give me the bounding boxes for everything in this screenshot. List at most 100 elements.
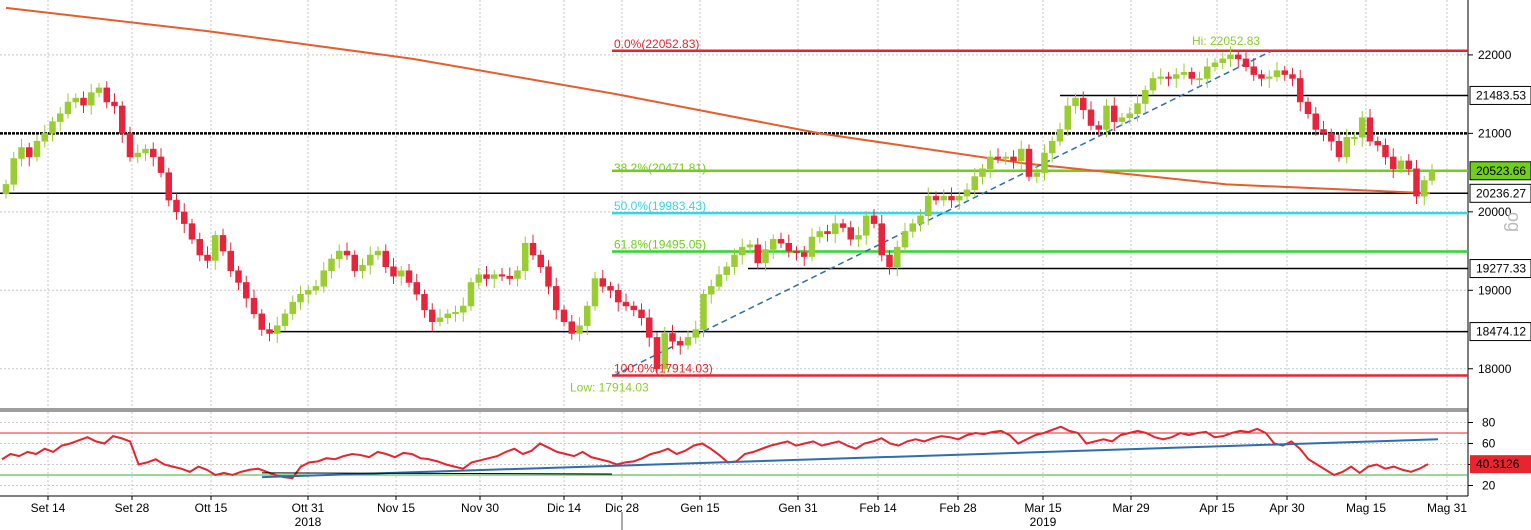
trendline-layer bbox=[613, 50, 1273, 377]
candle-body bbox=[1111, 105, 1118, 122]
candle-body bbox=[119, 105, 126, 134]
candle-body bbox=[878, 223, 885, 256]
y-tick-label: 19000 bbox=[1478, 283, 1512, 297]
candle-body bbox=[568, 321, 575, 334]
candle-body bbox=[653, 337, 661, 370]
candle-body bbox=[1382, 144, 1389, 158]
side-label: og bbox=[1504, 212, 1524, 232]
candle-body bbox=[1173, 74, 1180, 79]
candle-body bbox=[1281, 70, 1288, 75]
fib-label: 38.2%(20471.81) bbox=[614, 161, 706, 175]
candle-body bbox=[615, 290, 622, 303]
candle-body bbox=[181, 211, 188, 224]
fib-label: 0.0%(22052.83) bbox=[614, 37, 699, 51]
candle-body bbox=[57, 113, 64, 122]
rsi-support-line bbox=[261, 472, 613, 475]
candle-body bbox=[816, 231, 823, 238]
level-layer bbox=[0, 49, 1468, 377]
candle-body bbox=[529, 242, 537, 256]
candle-body bbox=[940, 195, 947, 201]
moving-average-line bbox=[5, 6, 1431, 195]
candle-body bbox=[111, 101, 118, 107]
candle-body bbox=[281, 313, 289, 326]
candle-body bbox=[1266, 76, 1273, 79]
candle-body bbox=[312, 286, 320, 291]
candle-body bbox=[661, 333, 668, 370]
level-badge-box bbox=[1469, 85, 1531, 105]
fib-label: 50.0%(19983.43) bbox=[614, 199, 706, 213]
candle-body bbox=[979, 168, 986, 177]
candle-body bbox=[452, 312, 459, 315]
candle-body bbox=[560, 309, 568, 322]
level-badge-value: 19277.33 bbox=[1476, 262, 1526, 276]
fib-label: 100.0%(17914.03) bbox=[614, 362, 713, 376]
rsi-trendline bbox=[261, 438, 1439, 479]
candle-body bbox=[832, 223, 839, 235]
x-tick-label: Dic 14 bbox=[547, 501, 581, 515]
candle-body bbox=[1103, 105, 1110, 130]
candle-body bbox=[886, 254, 893, 268]
candle-body bbox=[1056, 129, 1064, 142]
label-layer: 21483.53 20523.66 20236.27 19277.33 18474.12… bbox=[570, 34, 1531, 474]
candle-body bbox=[994, 156, 1002, 159]
candle-body bbox=[266, 329, 273, 334]
candle-body bbox=[692, 329, 699, 338]
candle-body bbox=[103, 87, 110, 103]
candle-body bbox=[522, 242, 529, 271]
candle-body bbox=[1250, 66, 1257, 75]
level-badge: 19277.33 bbox=[1469, 259, 1531, 279]
candle-body bbox=[824, 231, 831, 235]
y-tick-label: 22000 bbox=[1478, 48, 1512, 62]
level-badge: 21483.53 bbox=[1469, 85, 1531, 105]
fib-label: 61.8%(19495.05) bbox=[614, 237, 706, 251]
x-tick-label: Set 28 bbox=[115, 501, 150, 515]
candle-body bbox=[754, 244, 761, 264]
candle-body bbox=[336, 250, 343, 260]
rsi-value-text: 40.3126 bbox=[1476, 457, 1520, 471]
candle-body bbox=[1312, 113, 1319, 130]
x-tick-label: Feb 28 bbox=[939, 501, 977, 515]
candle-body bbox=[971, 176, 978, 191]
candle-body bbox=[1421, 180, 1428, 197]
candle-body bbox=[88, 92, 95, 106]
candle-body bbox=[847, 227, 854, 240]
level-badge-value: 20523.66 bbox=[1476, 164, 1526, 178]
candle-body bbox=[33, 140, 41, 158]
candle-body bbox=[1126, 113, 1133, 118]
x-tick-label: Gen 31 bbox=[778, 501, 818, 515]
level-badge-box bbox=[1469, 259, 1531, 279]
candle-body bbox=[235, 270, 242, 283]
x-tick-label: Apr 15 bbox=[1199, 501, 1235, 515]
year-label: 2019 bbox=[1030, 515, 1057, 529]
candle-body bbox=[1211, 62, 1219, 67]
x-tick-label: Mag 15 bbox=[1346, 501, 1386, 515]
level-badge: 20236.27 bbox=[1469, 183, 1531, 203]
candle-body bbox=[1297, 78, 1304, 103]
x-tick-label: Ott 31 bbox=[292, 501, 325, 515]
candle-body bbox=[436, 317, 444, 322]
candle-body bbox=[1204, 66, 1211, 79]
x-tick-label: Feb 14 bbox=[859, 501, 897, 515]
candle-body bbox=[157, 156, 165, 173]
candle-body bbox=[1180, 71, 1188, 75]
candle-body bbox=[1219, 58, 1226, 64]
candle-body bbox=[1142, 89, 1149, 104]
candle-body bbox=[1033, 172, 1040, 177]
candle-body bbox=[723, 266, 730, 275]
candle-body bbox=[677, 341, 684, 346]
candle-body bbox=[1304, 101, 1312, 115]
candle-body bbox=[1289, 74, 1296, 79]
candle-body bbox=[545, 266, 552, 287]
candle-body bbox=[173, 199, 180, 213]
candle-body bbox=[1405, 160, 1412, 169]
candle-body bbox=[669, 333, 676, 342]
candle-body bbox=[359, 264, 366, 271]
candle-body bbox=[863, 215, 870, 236]
candle-body bbox=[1188, 71, 1195, 79]
candle-body bbox=[467, 282, 475, 307]
level-badge: 18474.12 bbox=[1469, 322, 1531, 342]
candle-body bbox=[165, 172, 172, 201]
candle-body bbox=[196, 239, 203, 256]
candle-layer bbox=[2, 46, 1436, 376]
